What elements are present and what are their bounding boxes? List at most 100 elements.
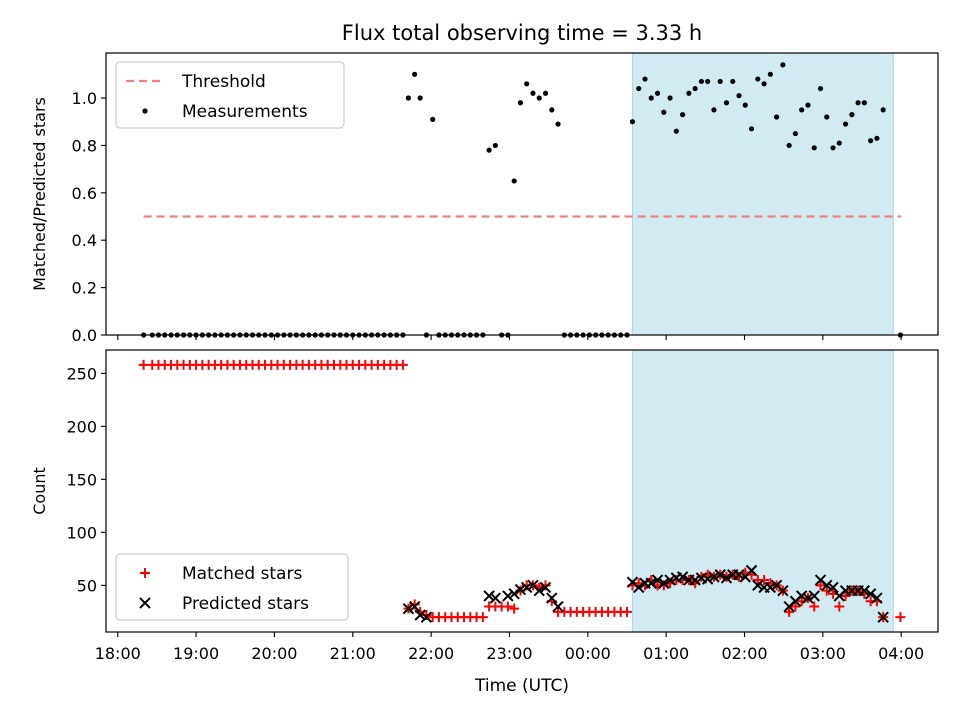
x-tick-label: 20:00	[251, 644, 297, 663]
measurement-point	[792, 130, 799, 137]
measurement-point	[492, 142, 498, 149]
predicted-star-point	[733, 569, 745, 581]
measurement-point	[799, 107, 805, 113]
measurement-point	[648, 95, 654, 101]
y-tick-label: 0.6	[72, 184, 97, 203]
measurement-point	[736, 93, 742, 99]
axes-frame	[105, 52, 939, 336]
predicted-star-point	[645, 577, 657, 589]
measurement-point	[673, 128, 679, 134]
predicted-star-point	[633, 581, 645, 594]
measurement-point	[549, 107, 555, 113]
predicted-star-point	[821, 579, 833, 592]
measurement-point	[761, 81, 767, 87]
matched-star-point	[397, 359, 408, 370]
matched-star-point	[502, 601, 513, 612]
legend-box	[115, 553, 349, 621]
y-tick-label: 1.0	[72, 89, 97, 108]
predicted-star-point	[514, 583, 527, 596]
measurement-point	[742, 102, 748, 108]
x-tick-label: 22:00	[408, 644, 454, 663]
ratio-panel: 0.0 0.2 0.4 0.6 0.8 1.0 Matched/Predicted star…	[30, 52, 939, 345]
measurement-point	[767, 71, 773, 77]
y-tick-label: 0.4	[72, 231, 97, 250]
measurement-point	[805, 102, 811, 108]
predicted-star-point	[714, 569, 726, 581]
predicted-star-point	[489, 592, 502, 604]
measurement-point	[780, 62, 786, 68]
measurement-point	[817, 85, 824, 92]
predicted-star-point	[552, 600, 564, 613]
legend-predicted-swatch	[139, 597, 151, 609]
legend-predicted-label: Predicted stars	[182, 594, 309, 614]
matched-star-point	[815, 580, 826, 591]
legend-measurement-swatch	[142, 108, 148, 114]
matched-star-point	[509, 603, 520, 614]
measurement-point	[811, 145, 817, 151]
measurement-point	[836, 140, 842, 146]
legend-matched-swatch	[140, 568, 150, 578]
series-predicted-stars	[402, 564, 889, 623]
x-tick-label: 18:00	[95, 644, 141, 663]
measurement-point	[868, 138, 874, 144]
predicted-star-point	[708, 571, 720, 583]
measurement-point	[636, 85, 642, 92]
measurement-point	[412, 71, 418, 77]
measurement-point	[654, 90, 661, 96]
predicted-star-point	[664, 574, 676, 586]
measurement-point	[542, 90, 549, 96]
y-tick-label: 250	[66, 364, 97, 383]
measurement-point	[849, 112, 855, 118]
y-tick-label: 0.8	[72, 136, 97, 155]
predicted-star-point	[777, 584, 789, 597]
x-tick-label: 01:00	[643, 644, 689, 663]
count-panel: 50 100 150 200 250 18:00 19:00 20:00 21:00 22:00 2…	[30, 349, 939, 663]
measurement-point	[755, 76, 761, 82]
predicted-star-point	[795, 590, 808, 602]
measurement-point	[517, 100, 524, 106]
observing-span	[631, 52, 894, 336]
measurement-point	[555, 121, 561, 127]
y-tick-label: 150	[66, 470, 97, 489]
measurement-point	[536, 95, 542, 101]
measurement-point	[405, 95, 412, 101]
y-tick-label: 50	[77, 576, 97, 595]
measurement-point	[874, 135, 880, 141]
measurement-point	[524, 81, 530, 87]
legend-measurement-label: Measurements	[182, 102, 308, 122]
predicted-star-point	[808, 590, 820, 602]
predicted-star-point	[414, 609, 426, 621]
matched-star-point	[790, 601, 801, 612]
matched-star-point	[138, 359, 149, 370]
x-tick-label: 21:00	[330, 644, 376, 663]
measurement-point	[723, 100, 730, 106]
measurement-point	[861, 100, 867, 106]
y-tick-label: 0.2	[72, 279, 97, 298]
measurement-point	[855, 100, 861, 106]
matched-star-point	[621, 606, 632, 617]
matched-star-point	[895, 612, 906, 623]
measurement-point	[661, 109, 667, 115]
legend-matched-label: Matched stars	[182, 564, 302, 584]
measurement-point	[642, 76, 648, 82]
predicted-star-point	[539, 581, 552, 594]
measurement-point	[692, 85, 698, 92]
x-tick-label: 19:00	[173, 644, 219, 663]
predicted-star-point	[502, 590, 514, 602]
matched-star-point	[809, 601, 820, 612]
x-tick-label: 00:00	[565, 644, 611, 663]
predicted-star-point	[858, 584, 871, 597]
predicted-star-point	[701, 573, 714, 585]
measurement-point	[880, 107, 886, 113]
measurement-point	[698, 78, 705, 85]
y-axis-label: Count	[30, 467, 49, 515]
legend: Matched stars Predicted stars	[115, 553, 349, 621]
predicted-star-point	[752, 579, 764, 592]
measurement-point	[430, 116, 436, 122]
measurement-point	[824, 114, 830, 120]
measurement-point	[629, 119, 636, 125]
predicted-star-point	[689, 574, 701, 586]
x-tick-label: 23:00	[486, 644, 532, 663]
predicted-star-point	[508, 588, 520, 600]
